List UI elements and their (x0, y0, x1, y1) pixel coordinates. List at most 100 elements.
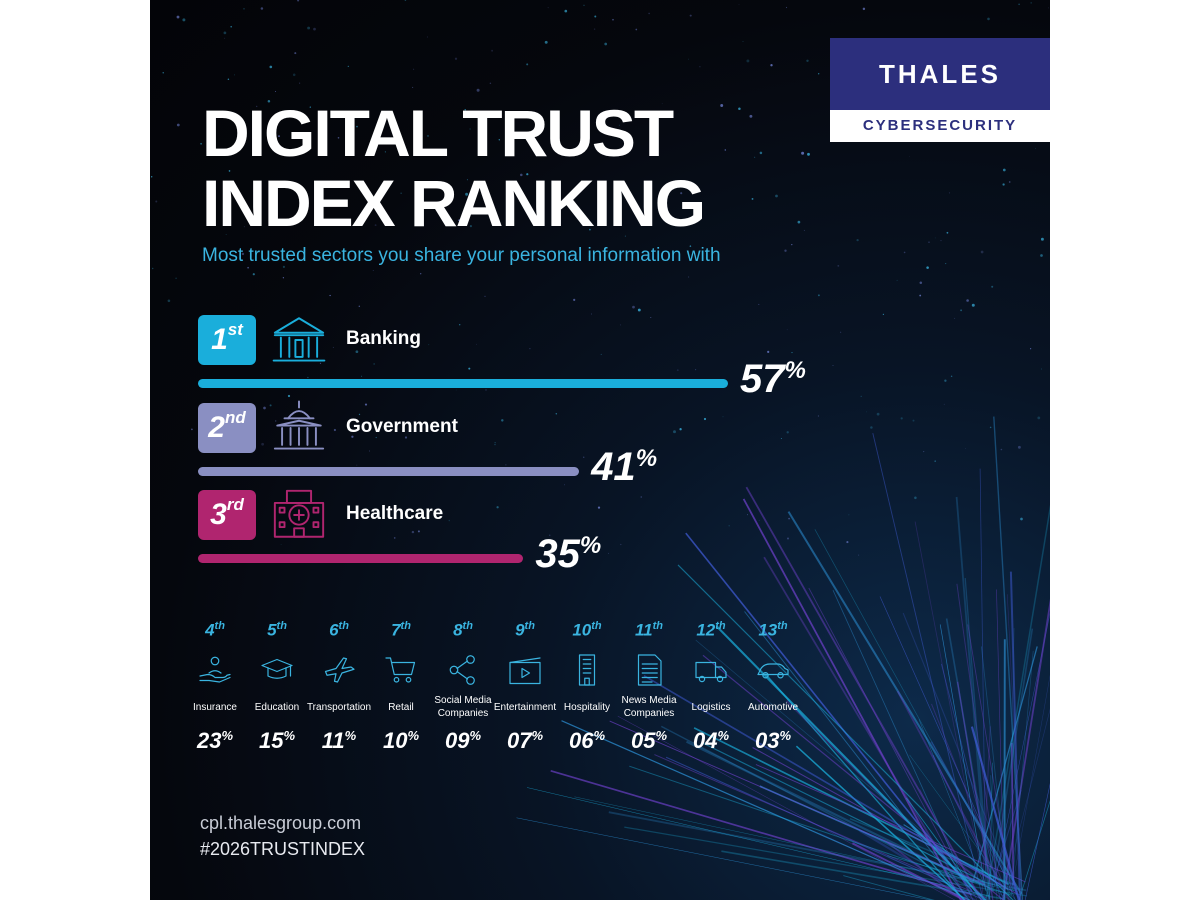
value-label-government: 41% (591, 445, 657, 490)
value-unit: % (784, 357, 806, 384)
rank-suffix: th (652, 620, 664, 632)
rank-number: 13 (758, 620, 778, 640)
rank-suffix: th (214, 620, 225, 632)
rank-label-10: 10th (552, 620, 622, 641)
value-number: 05 (630, 728, 656, 753)
rank-suffix: th (524, 620, 535, 632)
brand-name: THALES (830, 38, 1050, 110)
rank-number: 7 (391, 620, 401, 640)
brand-division: CYBERSECURITY (830, 110, 1050, 142)
value-label-logistics: 04% (676, 728, 746, 754)
value-label-entertainment: 07% (490, 728, 560, 754)
rank-suffix: st (227, 320, 243, 339)
rank-number: 12 (696, 620, 716, 640)
hospital-icon (270, 486, 328, 544)
capitol-icon (270, 399, 328, 457)
value-unit: % (283, 728, 296, 743)
value-number: 41 (591, 445, 636, 489)
sector-label-banking: Banking (346, 328, 421, 349)
value-label-retail: 10% (366, 728, 436, 754)
value-number: 07 (506, 728, 532, 753)
sector-label-healthcare: Healthcare (346, 503, 444, 524)
thales-logo: THALES CYBERSECURITY (830, 38, 1050, 142)
value-number: 11 (321, 728, 345, 753)
insurance-hand-icon (197, 652, 233, 688)
value-label-automotive: 03% (738, 728, 808, 754)
rank-number: 1 (211, 323, 228, 356)
rank-suffix: th (338, 620, 349, 632)
value-unit: % (579, 532, 602, 559)
rank-number: 6 (329, 620, 339, 640)
value-label-news-media-companies: 05% (614, 728, 684, 754)
rank-badge-1: 1st (198, 315, 256, 365)
rank-suffix: th (400, 620, 411, 632)
value-label-banking: 57% (740, 357, 806, 402)
sector-label-hospitality: Hospitality (563, 702, 611, 713)
value-label-hospitality: 06% (552, 728, 622, 754)
value-number: 10 (382, 728, 408, 753)
rank-badge-2: 2nd (198, 403, 256, 453)
value-unit: % (655, 728, 668, 743)
rank-label-8: 8th (428, 620, 498, 641)
title-line-2: INDEX RANKING (202, 166, 706, 240)
value-number: 04 (692, 728, 718, 753)
sector-label-logistics: Logistics (691, 702, 731, 713)
rank-label-5: 5th (242, 620, 312, 641)
rank-suffix: th (462, 620, 473, 632)
value-number: 35 (535, 532, 580, 576)
sector-label-automotive: Automotive (747, 702, 799, 713)
value-label-education: 15% (242, 728, 312, 754)
bank-icon (270, 311, 328, 369)
truck-icon (693, 652, 729, 688)
sector-label-news-media-companies: News Media Companies (621, 695, 677, 719)
sector-label-education: Education (254, 702, 300, 713)
page-title: DIGITAL TRUST INDEX RANKING (202, 96, 706, 240)
value-number: 06 (568, 728, 594, 753)
rank-suffix: th (591, 620, 602, 632)
shopping-cart-icon (383, 652, 419, 688)
rank-label-9: 9th (490, 620, 560, 641)
rank-label-4: 4th (180, 620, 250, 641)
share-icon (445, 652, 481, 688)
value-label-healthcare: 35% (535, 532, 601, 577)
rank-suffix: nd (224, 408, 246, 427)
bar-government (198, 467, 580, 476)
car-icon (755, 652, 791, 688)
bar-healthcare (198, 554, 524, 563)
rank-suffix: th (777, 620, 788, 632)
subtitle: Most trusted sectors you share your pers… (202, 245, 721, 266)
value-label-insurance: 23% (180, 728, 250, 754)
title-line-1: DIGITAL TRUST (202, 96, 674, 170)
rank-number: 11 (634, 620, 653, 640)
graduation-cap-icon (259, 652, 295, 688)
sector-label-social-media-companies: Social Media Companies (434, 695, 492, 719)
value-unit: % (531, 728, 544, 743)
bar-banking (198, 379, 728, 388)
rank-label-12: 12th (676, 620, 746, 641)
value-unit: % (593, 728, 606, 743)
sector-label-entertainment: Entertainment (493, 702, 557, 713)
video-icon (507, 652, 543, 688)
sector-label-government: Government (346, 416, 458, 437)
rank-label-11: 11th (614, 620, 684, 641)
value-number: 09 (444, 728, 470, 753)
value-label-transportation: 11% (304, 728, 374, 754)
sector-label-transportation: Transportation (306, 702, 372, 713)
value-unit: % (717, 728, 730, 743)
rank-number: 2 (208, 411, 225, 444)
value-unit: % (469, 728, 482, 743)
value-label-social-media-companies: 09% (428, 728, 498, 754)
footer-url[interactable]: cpl.thalesgroup.com (200, 813, 362, 833)
value-number: 57 (740, 357, 785, 401)
rank-number: 4 (205, 620, 215, 640)
sector-label-retail: Retail (388, 702, 414, 713)
rank-label-13: 13th (738, 620, 808, 641)
value-number: 15 (258, 728, 284, 753)
rank-label-6: 6th (304, 620, 374, 641)
rank-suffix: th (715, 620, 726, 632)
sector-label-insurance: Insurance (193, 702, 237, 713)
value-unit: % (221, 728, 234, 743)
value-number: 03 (754, 728, 780, 753)
building-icon (569, 652, 605, 688)
value-unit: % (635, 445, 658, 472)
